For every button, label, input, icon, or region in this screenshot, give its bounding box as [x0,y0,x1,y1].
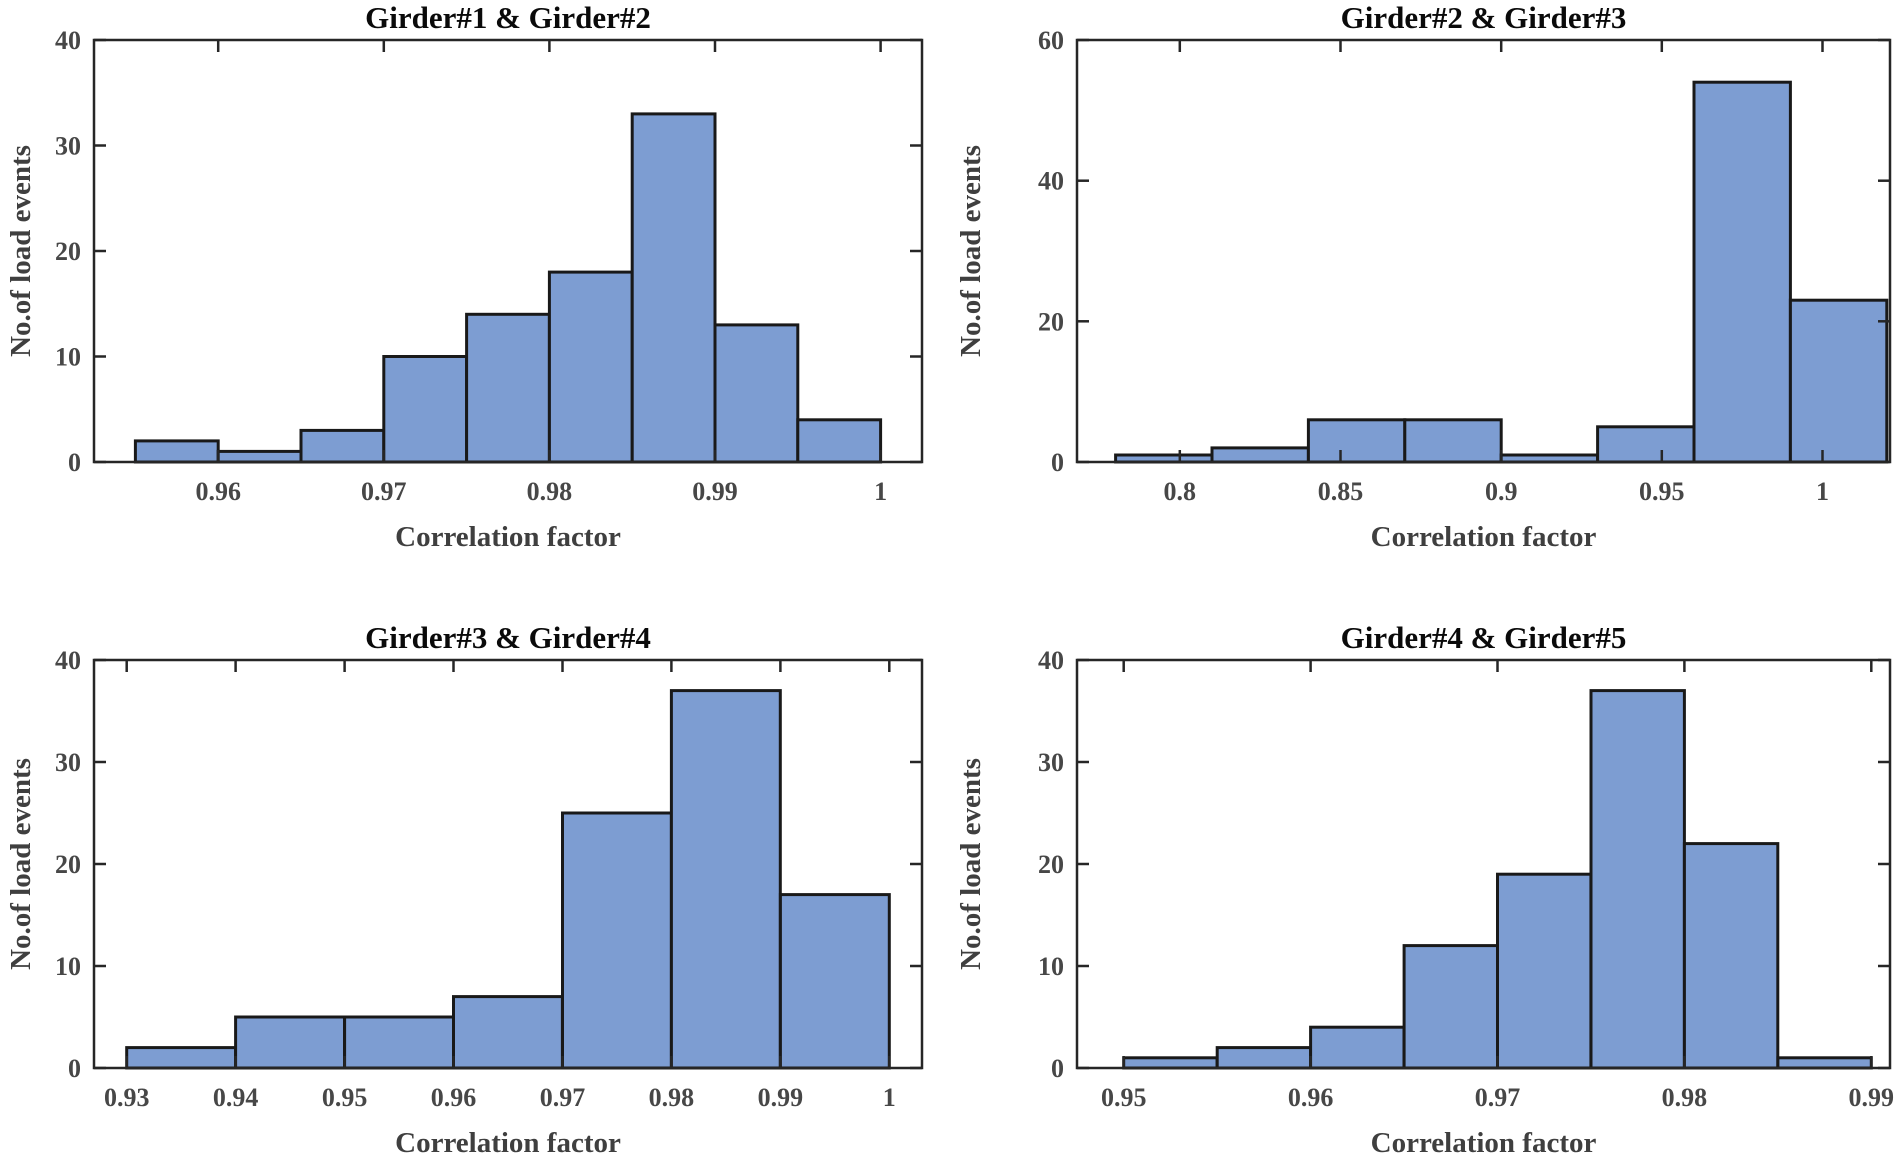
subplot-girder3-girder4: 0.93 0.94 0.95 0.96 0.97 0.98 0.99 1 0 10 20 30 40 Gi… [0,578,950,1156]
x-tick-label: 0.98 [1662,1083,1708,1112]
subplot-title: Girder#4 & Girder#5 [1341,620,1627,655]
y-tick-label: 0 [68,448,81,477]
histogram-girder3-girder4: 0.93 0.94 0.95 0.96 0.97 0.98 0.99 1010203040Gi… [5,620,924,1156]
histogram-bar [234,1015,347,1070]
x-tick-label: 0.99 [692,477,738,506]
x-tick-label: 1 [883,1083,896,1112]
histogram-bar [299,428,386,464]
histogram-bar [1122,1056,1219,1070]
x-tick-label: 0.97 [1475,1083,1521,1112]
x-tick-label: 0.99 [1849,1083,1895,1112]
y-tick-label: 40 [55,26,81,55]
histogram-bar [1682,842,1780,1070]
subplot-girder4-girder5: 0.95 0.96 0.97 0.98 0.99 0 10 20 30 40 Girder#4 & … [950,578,1900,1156]
x-tick-label: 0.95 [1101,1083,1147,1112]
histogram-bar [778,893,891,1070]
y-tick-label: 20 [1038,307,1064,336]
x-tick-label: 1 [1816,477,1829,506]
histogram-bar [133,439,220,464]
y-tick-label: 0 [1051,448,1064,477]
x-tick-label: 0.95 [1639,477,1685,506]
subplot-girder1-girder2: 0.96 0.97 0.98 0.99 1 0 10 20 30 40 Girder#1 & Gir… [0,0,950,578]
histogram-bar [796,418,883,464]
x-tick-label: 0.85 [1318,477,1364,506]
histogram-bar [630,112,717,464]
x-axis-label: Correlation factor [1371,521,1597,553]
y-tick-label: 10 [55,343,81,372]
x-tick-label: 0.94 [213,1083,259,1112]
y-tick-label: 30 [1038,748,1064,777]
x-tick-label: 0.9 [1485,477,1518,506]
histogram-bar [452,995,564,1070]
histogram-bar [1596,425,1696,464]
y-tick-label: 40 [1038,167,1064,196]
subplot-title: Girder#2 & Girder#3 [1341,0,1627,35]
y-tick-label: 40 [1038,646,1064,675]
y-tick-label: 40 [55,646,81,675]
x-tick-label: 0.96 [1288,1083,1334,1112]
y-axis-label: No.of load events [5,758,37,970]
x-tick-label: 0.97 [361,477,407,506]
x-tick-label: 0.96 [431,1083,477,1112]
histogram-bar [1692,80,1792,464]
x-tick-label: 0.93 [104,1083,150,1112]
histogram-bar [547,270,634,464]
x-axis-label: Correlation factor [1371,1127,1597,1156]
subplot-title: Girder#3 & Girder#4 [365,620,651,655]
y-tick-label: 10 [55,952,81,981]
histogram-bar [561,811,673,1070]
histogram-bar [382,355,469,464]
y-axis-label: No.of load events [5,145,37,357]
x-tick-label: 1 [874,477,887,506]
y-tick-label: 30 [55,748,81,777]
histogram-bar [1496,872,1593,1070]
histogram-bar [343,1015,456,1070]
y-tick-label: 10 [1038,952,1064,981]
histogram-bar [125,1046,238,1070]
histogram-bar [1402,944,1500,1070]
y-tick-label: 60 [1038,26,1064,55]
histogram-bar [1215,1046,1313,1070]
y-tick-label: 0 [68,1054,81,1083]
histogram-bar [216,449,303,464]
x-tick-label: 0.98 [649,1083,695,1112]
histogram-girder2-girder3: 0.8 0.85 0.9 0.95 1 0 20 40 60 Girder#2 & Girder#… [955,0,1892,553]
histogram-bar [1776,1056,1873,1070]
subplot-girder2-girder3: 0.8 0.85 0.9 0.95 1 0 20 40 60 Girder#2 & Girder#… [950,0,1900,578]
x-tick-label: 0.97 [540,1083,586,1112]
x-tick-label: 0.8 [1164,477,1197,506]
x-tick-label: 0.95 [322,1083,368,1112]
histogram-bar [465,312,551,464]
histogram-bar [1306,418,1407,464]
y-tick-label: 0 [1051,1054,1064,1083]
histogram-bar [1210,446,1310,464]
histogram-bar [1403,418,1503,464]
x-tick-label: 0.98 [527,477,573,506]
histogram-bar [1309,1025,1406,1070]
x-axis-label: Correlation factor [395,521,621,553]
y-tick-label: 30 [55,132,81,161]
histogram-bar [1589,689,1686,1070]
y-tick-label: 20 [55,237,81,266]
y-axis-label: No.of load events [955,145,987,357]
x-tick-label: 0.96 [195,477,241,506]
y-tick-label: 20 [55,850,81,879]
x-axis-label: Correlation factor [395,1127,621,1156]
axes-box [1075,38,1892,464]
histogram-bar [669,689,782,1070]
y-tick-label: 20 [1038,850,1064,879]
y-axis-label: No.of load events [955,758,987,970]
x-tick-label: 0.99 [758,1083,804,1112]
subplot-title: Girder#1 & Girder#2 [365,0,651,35]
histogram-bar [1788,298,1889,464]
histogram-bar [713,323,800,464]
histogram-girder4-girder5: 0.95 0.96 0.97 0.98 0.99 0 10 20 30 40 Girder#4 & … [955,620,1895,1156]
